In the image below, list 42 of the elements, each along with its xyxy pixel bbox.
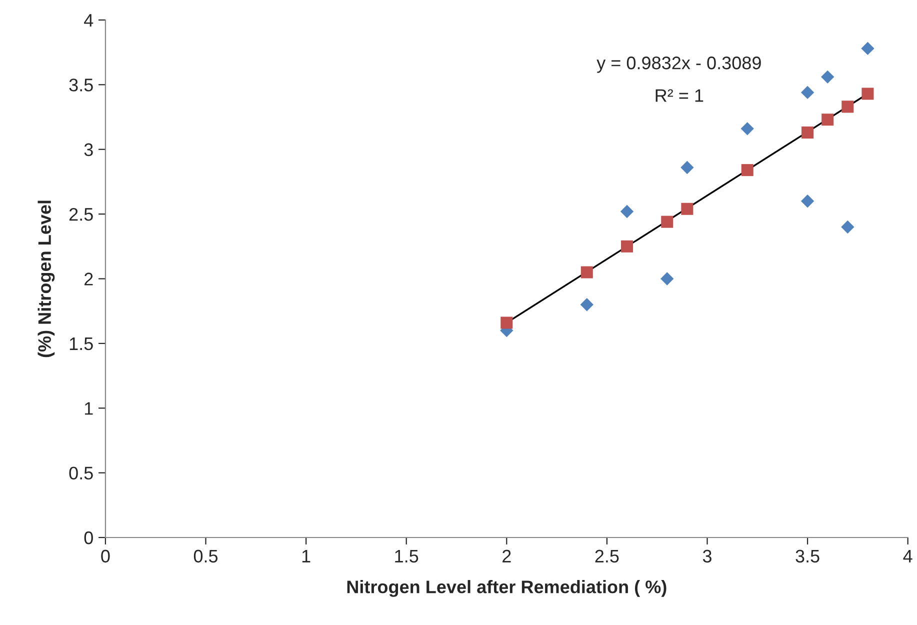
x-tick-label: 1 <box>302 550 310 562</box>
point <box>680 160 694 174</box>
point <box>741 164 754 176</box>
annotation: y = 0.9832x - 0.3089 <box>596 56 761 73</box>
y-tick-label: 3 <box>84 143 93 156</box>
y-tick-label: 1.5 <box>70 338 93 350</box>
y-tick-label: 3.5 <box>69 78 93 92</box>
y-tick-label: 2 <box>84 272 93 286</box>
annotation: R² = 1 <box>656 89 704 102</box>
x-tick-label: 1.5 <box>395 550 418 563</box>
y-tick-label: 0.5 <box>69 466 93 480</box>
y-tick-label: 0 <box>84 531 93 544</box>
y-tick-label: 4 <box>84 14 94 27</box>
x-tick-label: 0 <box>101 550 110 563</box>
point <box>862 88 874 100</box>
point <box>580 266 593 278</box>
x-tick-label: 2.5 <box>595 550 619 563</box>
point <box>620 204 634 218</box>
x-tick-label: 2 <box>502 550 511 562</box>
point <box>740 122 754 136</box>
point <box>660 272 674 286</box>
y-axis-title: (%) Nitrogen Level <box>38 200 55 358</box>
x-tick-label: 4 <box>903 550 912 562</box>
x-tick-label: 3 <box>702 550 712 563</box>
x-tick-label: 3.5 <box>796 550 820 563</box>
point <box>822 114 834 126</box>
y-tick-label: 1 <box>84 402 93 415</box>
point <box>620 240 634 252</box>
x-axis-title: Nitrogen Level after Remediation ( %) <box>347 580 666 597</box>
point <box>841 220 854 234</box>
point <box>500 316 513 329</box>
x-tick-label: 0.5 <box>194 550 218 563</box>
point <box>802 126 814 139</box>
point <box>800 86 814 100</box>
point <box>681 202 694 215</box>
y-tick-label: 2.5 <box>69 208 93 221</box>
point <box>821 70 834 84</box>
point <box>842 100 854 113</box>
point <box>800 194 814 208</box>
point <box>580 298 594 312</box>
point <box>661 216 674 228</box>
point <box>861 42 874 56</box>
